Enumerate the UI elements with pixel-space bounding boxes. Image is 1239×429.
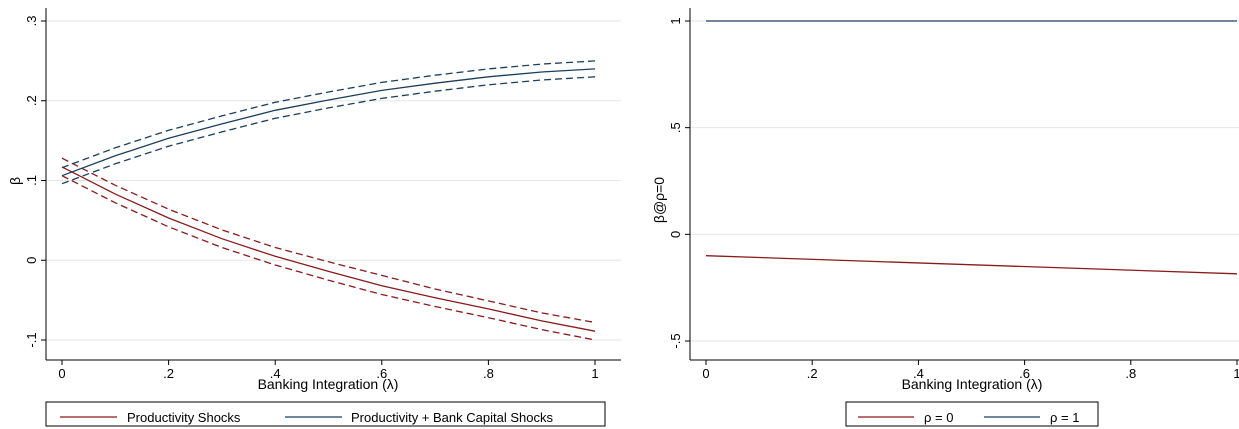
- right-legend-label-blue: ρ = 1: [1050, 410, 1079, 425]
- left-x-tick-label: 1: [591, 366, 598, 381]
- left-series-line-4: [61, 60, 596, 169]
- right-ticks: -.5 0 .5 1 0 .2 .4 .6 .8 1: [668, 17, 1239, 381]
- right-plot-region: [690, 8, 1239, 360]
- left-y-tick-label: -.1: [24, 332, 39, 347]
- right-y-tick-label: -.5: [668, 333, 683, 348]
- right-x-tick-label: 1: [1233, 366, 1239, 381]
- right-chart: -.5 0 .5 1 0 .2 .4 .6 .8 1 Banking Integration (λ…: [651, 8, 1239, 427]
- left-series-line-5: [61, 76, 596, 185]
- left-series-line-3: [61, 68, 596, 177]
- left-x-tick-label: .4: [270, 366, 281, 381]
- left-y-tick-label: .3: [24, 16, 39, 27]
- left-legend-label-blue: Productivity + Bank Capital Shocks: [351, 410, 553, 425]
- right-x-tick-label: .6: [1019, 366, 1030, 381]
- left-series-group: [61, 60, 596, 341]
- right-series-line-0: [705, 255, 1238, 275]
- left-x-tick-label: .6: [376, 366, 387, 381]
- left-x-tick-label: .8: [483, 366, 494, 381]
- right-x-tick-label: 0: [702, 366, 709, 381]
- right-x-tick-label: .8: [1125, 366, 1136, 381]
- left-plot-region: [46, 8, 621, 360]
- left-chart: -.1 0 .1 .2 .3 0 .2 .4 .6 .8 1 Banking Integration…: [7, 8, 621, 427]
- right-x-axis-title: Banking Integration (λ): [902, 376, 1043, 392]
- left-legend-label-red: Productivity Shocks: [127, 410, 241, 425]
- right-y-tick-label: 0: [668, 231, 683, 238]
- right-y-tick-label: 1: [668, 17, 683, 24]
- left-gridlines: [46, 20, 621, 341]
- left-series-line-0: [61, 166, 596, 332]
- left-ticks: -.1 0 .1 .2 .3 0 .2 .4 .6 .8 1: [24, 16, 599, 381]
- right-y-axis-title: β@ρ=0: [651, 177, 667, 223]
- left-x-tick-label: .2: [163, 366, 174, 381]
- left-legend-box: [45, 401, 606, 427]
- right-y-tick-label: .5: [668, 122, 683, 133]
- right-legend-box: [845, 401, 1099, 427]
- right-x-tick-label: .2: [807, 366, 818, 381]
- left-x-axis-title: Banking Integration (λ): [258, 376, 399, 392]
- left-y-axis-title: β: [7, 177, 23, 185]
- left-y-tick-label: 0: [24, 257, 39, 264]
- right-x-tick-label: .4: [913, 366, 924, 381]
- left-series-line-2: [61, 175, 596, 341]
- left-series-line-1: [61, 157, 596, 324]
- right-legend-label-red: ρ = 0: [924, 410, 953, 425]
- left-y-tick-label: .1: [24, 175, 39, 186]
- left-x-tick-label: 0: [58, 366, 65, 381]
- left-y-tick-label: .2: [24, 95, 39, 106]
- right-series-group: [705, 20, 1238, 275]
